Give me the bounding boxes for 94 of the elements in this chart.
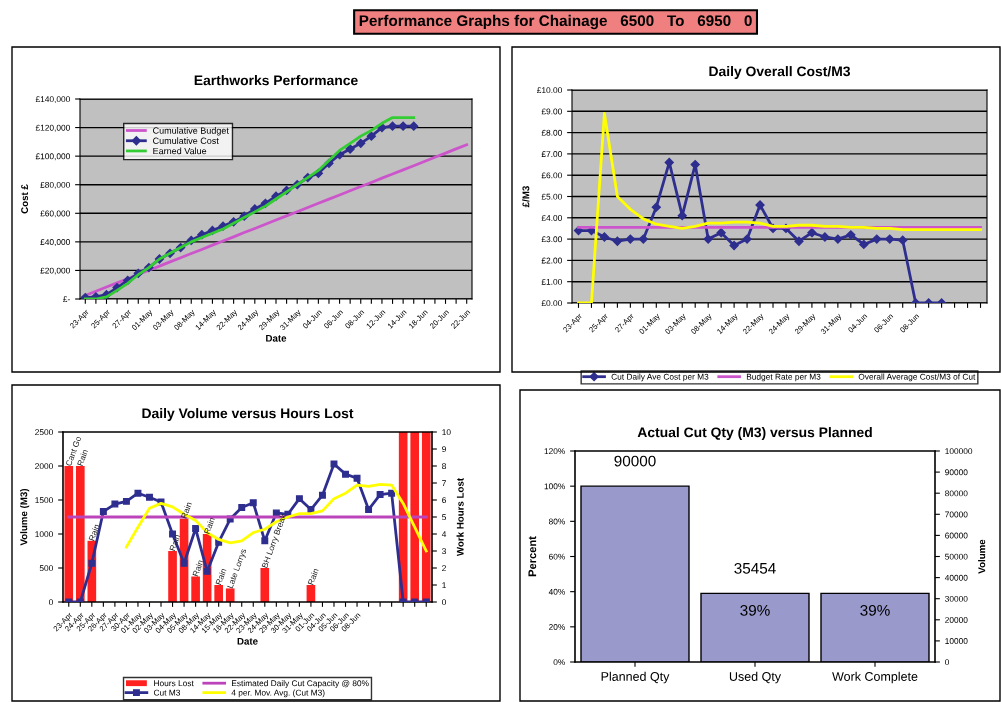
y2-tick-label: 60000 bbox=[945, 532, 968, 539]
annotation: BH Lorry Break bbox=[261, 513, 288, 569]
y2-tick-label: 20000 bbox=[945, 617, 968, 623]
legend-label: Budget Rate per M3 bbox=[746, 373, 821, 382]
y-tick-label: 2500 bbox=[35, 429, 53, 436]
legend-label: 4 per. Mov. Avg. (Cut M3) bbox=[231, 689, 325, 698]
y2-tick-label: 10000 bbox=[945, 638, 968, 644]
y2-tick-label: 6 bbox=[442, 497, 446, 504]
x-axis-title: Date bbox=[266, 334, 287, 342]
y-tick-label: £0.00 bbox=[541, 300, 562, 307]
y-tick-label: £3.00 bbox=[541, 236, 562, 243]
y2-tick-label: 5 bbox=[442, 514, 447, 521]
legend-label: Cumulative Budget bbox=[153, 127, 229, 136]
y-tick-label: £10.00 bbox=[537, 87, 562, 94]
annotation: 90000 bbox=[614, 455, 656, 467]
y-tick-label: £60,000 bbox=[40, 210, 70, 218]
legend-label: Cut M3 bbox=[153, 689, 181, 696]
x-tick-label: Used Qty bbox=[729, 671, 782, 684]
y-tick-label: £4.00 bbox=[541, 215, 562, 221]
annotation: Rain bbox=[76, 449, 89, 467]
y2-axis-title: Work Hours Lost bbox=[456, 478, 464, 557]
y-axis-title: Percent bbox=[528, 536, 537, 577]
y-tick-label: £120,000 bbox=[35, 124, 70, 132]
chart-title: Actual Cut Qty (M3) versus Planned bbox=[637, 427, 872, 440]
y-tick-label: 0 bbox=[48, 599, 53, 606]
y2-tick-label: 40000 bbox=[944, 574, 968, 581]
chart-title: Earthworks Performance bbox=[194, 75, 358, 86]
annotation: Rain bbox=[169, 534, 181, 552]
legend-label: Earned Value bbox=[153, 147, 207, 155]
y2-tick-label: 30000 bbox=[945, 595, 968, 602]
y2-tick-label: 8 bbox=[442, 463, 446, 470]
y2-tick-label: 80000 bbox=[945, 490, 968, 497]
annotation: 35454 bbox=[734, 562, 776, 574]
y-tick-label: £1.00 bbox=[541, 278, 562, 285]
y2-tick-label: 3 bbox=[442, 548, 446, 555]
y-tick-label: 1000 bbox=[35, 531, 53, 538]
y-tick-label: 40% bbox=[548, 588, 565, 595]
y-tick-label: 120% bbox=[544, 448, 565, 455]
y-tick-label: 20% bbox=[549, 624, 565, 630]
annotation: Rain bbox=[203, 517, 215, 535]
legend-label: Cut Daily Ave Cost per M3 bbox=[611, 373, 709, 382]
x-axis-title: Date bbox=[237, 637, 258, 645]
annotation: Rain bbox=[307, 568, 319, 586]
y2-axis-title: Volume bbox=[978, 539, 986, 574]
legend-label: Hours Lost bbox=[154, 680, 194, 687]
x-tick-label: Planned Qty bbox=[601, 671, 670, 684]
y-tick-label: £5.00 bbox=[541, 193, 562, 200]
y2-tick-label: 0 bbox=[945, 659, 950, 666]
x-tick-label: Work Complete bbox=[832, 671, 918, 684]
annotation: Rain bbox=[215, 568, 227, 586]
y-tick-label: 0% bbox=[553, 659, 565, 666]
y2-tick-label: 0 bbox=[442, 599, 447, 606]
y2-tick-label: 100000 bbox=[945, 448, 973, 455]
y-tick-label: £9.00 bbox=[541, 108, 562, 115]
annotation: Rain bbox=[180, 501, 192, 519]
y-tick-label: £80,000 bbox=[40, 181, 70, 189]
y-axis-title: Cost £ bbox=[21, 184, 29, 214]
y-tick-label: £8.00 bbox=[541, 129, 562, 136]
y-tick-label: £140,000 bbox=[35, 96, 70, 104]
y-tick-label: £7.00 bbox=[541, 151, 562, 157]
y-tick-label: 80% bbox=[548, 518, 565, 525]
y-tick-label: 1500 bbox=[35, 497, 53, 504]
y2-tick-label: 1 bbox=[442, 582, 446, 589]
chart-title: Daily Volume versus Hours Lost bbox=[142, 408, 354, 421]
y-tick-label: £2.00 bbox=[541, 257, 562, 264]
legend-label: Cumulative Cost bbox=[153, 137, 219, 144]
y-tick-label: 2000 bbox=[35, 463, 53, 470]
y-axis-title: £/M3 bbox=[522, 186, 530, 208]
y-tick-label: £20,000 bbox=[40, 267, 70, 275]
y-tick-label: 100% bbox=[544, 483, 565, 490]
legend-label: Estimated Daily Cut Capacity @ 80% bbox=[231, 680, 369, 688]
data-label: 39% bbox=[740, 604, 770, 616]
y2-tick-label: 50000 bbox=[945, 553, 968, 560]
y-tick-label: 60% bbox=[549, 553, 565, 560]
y-axis-title: Volume (M3) bbox=[20, 488, 30, 546]
annotation: Late Lorrys bbox=[227, 548, 249, 590]
data-label: 39% bbox=[860, 604, 890, 616]
y-tick-label: £40,000 bbox=[40, 239, 70, 246]
legend-label: Overall Average Cost/M3 of Cut bbox=[858, 373, 976, 382]
y2-tick-label: 9 bbox=[442, 446, 446, 453]
annotation: Rain bbox=[192, 559, 204, 577]
y2-tick-label: 90000 bbox=[945, 469, 968, 476]
y2-tick-label: 7 bbox=[442, 480, 446, 487]
y2-tick-label: 10 bbox=[442, 429, 451, 436]
y-tick-label: £- bbox=[63, 296, 70, 303]
y2-tick-label: 4 bbox=[441, 531, 447, 538]
y2-tick-label: 70000 bbox=[945, 511, 968, 518]
text: Performance Graphs for Chainage 6500 To 6950 0 bbox=[359, 14, 752, 30]
chart-title: Daily Overall Cost/M3 bbox=[709, 66, 851, 79]
y2-tick-label: 2 bbox=[442, 565, 446, 572]
y-tick-label: £6.00 bbox=[541, 172, 562, 179]
y-tick-label: 500 bbox=[39, 565, 53, 572]
y-tick-label: £100,000 bbox=[35, 153, 70, 161]
annotation: Rain bbox=[88, 523, 100, 541]
